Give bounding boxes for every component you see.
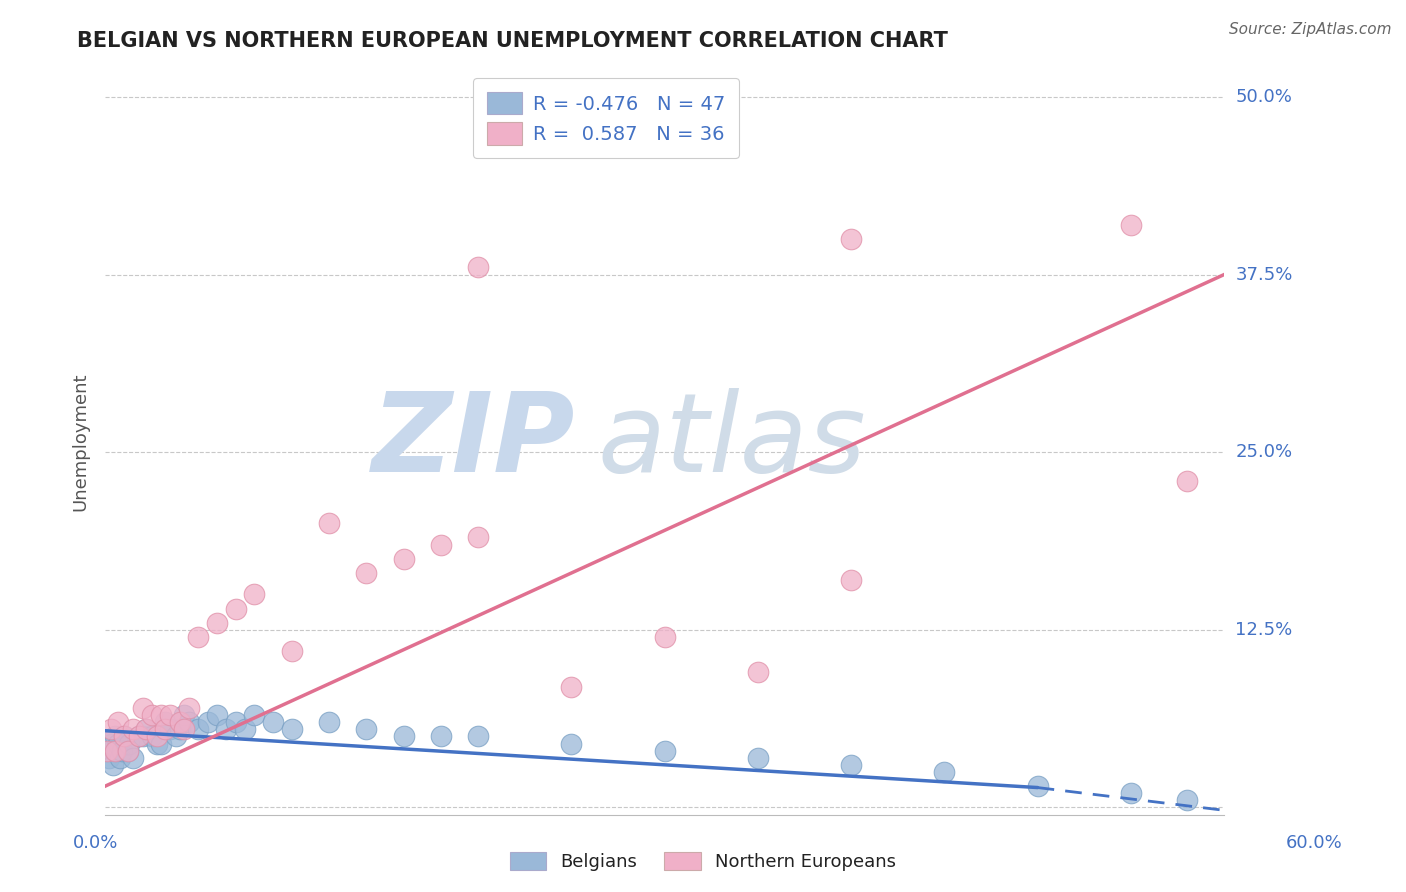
Text: BELGIAN VS NORTHERN EUROPEAN UNEMPLOYMENT CORRELATION CHART: BELGIAN VS NORTHERN EUROPEAN UNEMPLOYMEN… [77, 31, 948, 51]
Point [169, 715, 191, 730]
Point [560, 737, 582, 751]
Point [1175, 793, 1198, 807]
Point [135, 723, 157, 737]
Point [430, 537, 453, 551]
Point [934, 764, 956, 779]
Point [654, 630, 676, 644]
Text: 50.0%: 50.0% [1236, 88, 1292, 106]
Point [205, 615, 228, 630]
Point [117, 743, 139, 757]
Text: 12.5%: 12.5% [1236, 621, 1292, 639]
Point [159, 708, 181, 723]
Point [101, 757, 124, 772]
Point [356, 723, 378, 737]
Point [169, 723, 191, 737]
Point [560, 680, 582, 694]
Legend: R = -0.476   N = 47, R =  0.587   N = 36: R = -0.476 N = 47, R = 0.587 N = 36 [472, 78, 740, 158]
Point [112, 730, 135, 744]
Point [467, 531, 489, 545]
Point [318, 516, 340, 531]
Point [107, 737, 129, 751]
Point [747, 665, 769, 680]
Point [225, 715, 247, 730]
Y-axis label: Unemployment: Unemployment [72, 372, 89, 511]
Point [108, 750, 131, 764]
Point [173, 708, 195, 723]
Point [118, 737, 141, 751]
Point [197, 715, 219, 730]
Point [1119, 786, 1142, 800]
Point [262, 715, 284, 730]
Point [100, 737, 122, 751]
Point [96, 743, 118, 757]
Point [107, 715, 129, 730]
Point [280, 723, 302, 737]
Text: ZIP: ZIP [371, 388, 575, 495]
Legend: Belgians, Northern Europeans: Belgians, Northern Europeans [503, 845, 903, 879]
Text: atlas: atlas [598, 388, 866, 495]
Point [1175, 474, 1198, 488]
Point [165, 730, 187, 744]
Point [141, 708, 163, 723]
Point [159, 723, 181, 737]
Point [122, 750, 145, 764]
Point [122, 723, 145, 737]
Point [467, 260, 489, 275]
Point [131, 701, 153, 715]
Point [103, 730, 125, 744]
Point [187, 723, 209, 737]
Point [96, 743, 118, 757]
Point [117, 743, 139, 757]
Point [225, 601, 247, 615]
Text: 60.0%: 60.0% [1286, 834, 1343, 852]
Point [243, 587, 266, 601]
Point [215, 723, 238, 737]
Point [105, 743, 128, 757]
Point [233, 723, 256, 737]
Text: 0.0%: 0.0% [73, 834, 118, 852]
Point [747, 750, 769, 764]
Text: 25.0%: 25.0% [1236, 443, 1292, 461]
Point [146, 737, 169, 751]
Point [205, 708, 228, 723]
Text: 37.5%: 37.5% [1236, 266, 1292, 284]
Point [141, 730, 163, 744]
Point [318, 715, 340, 730]
Point [187, 630, 209, 644]
Text: Source: ZipAtlas.com: Source: ZipAtlas.com [1229, 22, 1392, 37]
Point [135, 723, 157, 737]
Point [173, 723, 195, 737]
Point [467, 730, 489, 744]
Point [392, 730, 415, 744]
Point [179, 701, 201, 715]
Point [839, 573, 862, 587]
Point [839, 232, 862, 246]
Point [111, 743, 134, 757]
Point [280, 644, 302, 658]
Point [103, 743, 125, 757]
Point [128, 730, 150, 744]
Point [128, 730, 150, 744]
Point [150, 737, 173, 751]
Point [150, 708, 173, 723]
Point [153, 715, 176, 730]
Point [839, 757, 862, 772]
Point [112, 730, 135, 744]
Point [392, 551, 415, 566]
Point [100, 723, 122, 737]
Point [146, 730, 169, 744]
Point [131, 730, 153, 744]
Point [654, 743, 676, 757]
Point [1026, 779, 1049, 793]
Point [97, 750, 120, 764]
Point [1119, 218, 1142, 232]
Point [179, 715, 201, 730]
Point [243, 708, 266, 723]
Point [430, 730, 453, 744]
Point [356, 566, 378, 580]
Point [153, 723, 176, 737]
